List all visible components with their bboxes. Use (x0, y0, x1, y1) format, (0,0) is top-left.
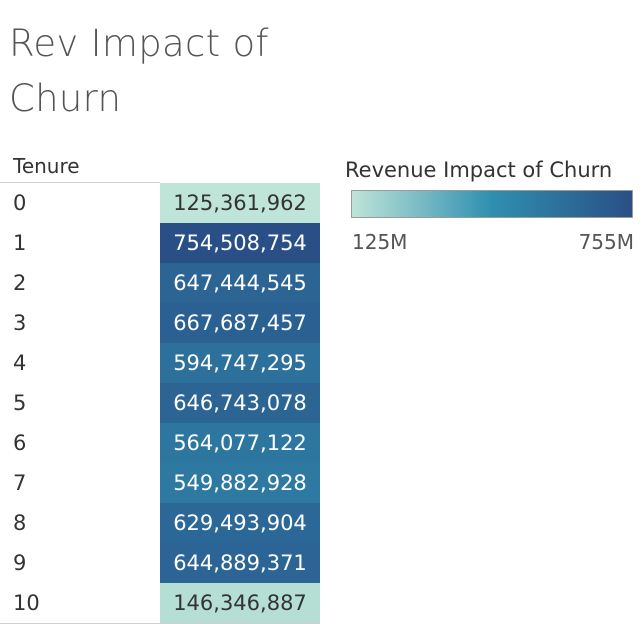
heatmap-cell[interactable]: 646,743,078 (160, 383, 320, 423)
color-legend: Revenue Impact of Churn 125M 755M (345, 155, 640, 254)
chart-title: Rev Impact of Churn (9, 22, 269, 120)
tenure-label: 7 (13, 471, 27, 495)
heatmap-cell[interactable]: 667,687,457 (160, 303, 320, 343)
tenure-label: 5 (13, 391, 27, 415)
table-row: 10 146,346,887 (0, 583, 320, 623)
header-divider (0, 182, 160, 183)
tenure-label: 3 (13, 311, 27, 335)
row-header: Tenure (13, 154, 80, 178)
tenure-label: 6 (13, 431, 27, 455)
table-row: 3 667,687,457 (0, 303, 320, 343)
heatmap-cell[interactable]: 647,444,545 (160, 263, 320, 303)
heatmap-cell[interactable]: 125,361,962 (160, 183, 320, 223)
tenure-label: 2 (13, 271, 27, 295)
legend-title: Revenue Impact of Churn (345, 158, 613, 182)
heatmap-cell[interactable]: 564,077,122 (160, 423, 320, 463)
tenure-label: 9 (13, 551, 27, 575)
tenure-label: 0 (13, 191, 27, 215)
heatmap-cell[interactable]: 146,346,887 (160, 583, 320, 623)
table-row: 9 644,889,371 (0, 543, 320, 583)
tenure-label: 10 (13, 591, 40, 615)
table-row: 0 125,361,962 (0, 183, 320, 223)
table-row: 1 754,508,754 (0, 223, 320, 263)
tenure-label: 4 (13, 351, 27, 375)
legend-gradient-bar (351, 190, 633, 218)
heatmap-cell[interactable]: 644,889,371 (160, 543, 320, 583)
legend-max-label: 755M (578, 230, 634, 254)
table-row: 5 646,743,078 (0, 383, 320, 423)
heatmap-cell[interactable]: 594,747,295 (160, 343, 320, 383)
table-row: 2 647,444,545 (0, 263, 320, 303)
tenure-label: 1 (13, 231, 27, 255)
table-row: 7 549,882,928 (0, 463, 320, 503)
table-row: 4 594,747,295 (0, 343, 320, 383)
legend-min-label: 125M (352, 230, 408, 254)
table-row: 6 564,077,122 (0, 423, 320, 463)
heatmap-cell[interactable]: 629,493,904 (160, 503, 320, 543)
tenure-label: 8 (13, 511, 27, 535)
heatmap-cell[interactable]: 754,508,754 (160, 223, 320, 263)
heatmap-cell[interactable]: 549,882,928 (160, 463, 320, 503)
table-row: 8 629,493,904 (0, 503, 320, 543)
